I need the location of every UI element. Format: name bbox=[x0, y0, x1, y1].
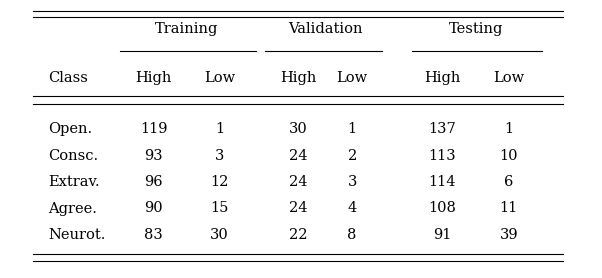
Text: 4: 4 bbox=[347, 202, 357, 215]
Text: 1: 1 bbox=[347, 122, 357, 136]
Text: 15: 15 bbox=[211, 202, 229, 215]
Text: 90: 90 bbox=[144, 202, 163, 215]
Text: 113: 113 bbox=[429, 149, 456, 163]
Text: 22: 22 bbox=[289, 228, 307, 242]
Text: 1: 1 bbox=[215, 122, 225, 136]
Text: 8: 8 bbox=[347, 228, 357, 242]
Text: 12: 12 bbox=[211, 175, 229, 189]
Text: 1: 1 bbox=[504, 122, 514, 136]
Text: 10: 10 bbox=[500, 149, 518, 163]
Text: 24: 24 bbox=[289, 202, 307, 215]
Text: Low: Low bbox=[337, 71, 368, 85]
Text: Validation: Validation bbox=[288, 22, 362, 36]
Text: High: High bbox=[424, 71, 461, 85]
Text: 24: 24 bbox=[289, 175, 307, 189]
Text: Agree.: Agree. bbox=[48, 202, 97, 215]
Text: 30: 30 bbox=[288, 122, 308, 136]
Text: 137: 137 bbox=[429, 122, 456, 136]
Text: 11: 11 bbox=[500, 202, 518, 215]
Text: Extrav.: Extrav. bbox=[48, 175, 100, 189]
Text: 108: 108 bbox=[429, 202, 456, 215]
Text: High: High bbox=[280, 71, 316, 85]
Text: 96: 96 bbox=[144, 175, 163, 189]
Text: 3: 3 bbox=[347, 175, 357, 189]
Text: 30: 30 bbox=[210, 228, 229, 242]
Text: Testing: Testing bbox=[448, 22, 503, 36]
Text: 24: 24 bbox=[289, 149, 307, 163]
Text: Neurot.: Neurot. bbox=[48, 228, 105, 242]
Text: Training: Training bbox=[155, 22, 219, 36]
Text: 2: 2 bbox=[347, 149, 357, 163]
Text: 83: 83 bbox=[144, 228, 163, 242]
Text: 39: 39 bbox=[500, 228, 518, 242]
Text: 3: 3 bbox=[215, 149, 225, 163]
Text: Low: Low bbox=[204, 71, 235, 85]
Text: 119: 119 bbox=[140, 122, 167, 136]
Text: Consc.: Consc. bbox=[48, 149, 98, 163]
Text: High: High bbox=[135, 71, 172, 85]
Text: Low: Low bbox=[493, 71, 524, 85]
Text: 6: 6 bbox=[504, 175, 514, 189]
Text: Class: Class bbox=[48, 71, 88, 85]
Text: 91: 91 bbox=[433, 228, 452, 242]
Text: 93: 93 bbox=[144, 149, 163, 163]
Text: 114: 114 bbox=[429, 175, 456, 189]
Text: Open.: Open. bbox=[48, 122, 92, 136]
